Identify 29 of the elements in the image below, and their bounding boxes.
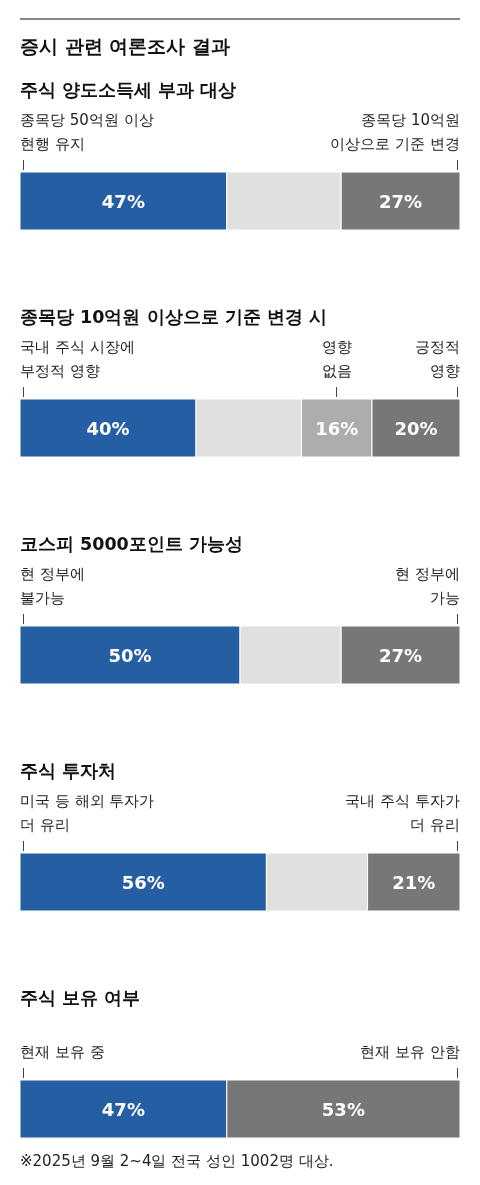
data-label: 16% xyxy=(315,417,359,439)
series-label: 현재 보유 중 xyxy=(20,1042,105,1063)
data-label: 20% xyxy=(394,417,438,439)
data-label: 27% xyxy=(379,190,423,212)
chart-title: 증시 관련 여론조사 결과 xyxy=(20,18,460,60)
chart-title: 주식 보유 여부 xyxy=(20,987,142,1010)
series-label: 미국 등 해외 투자가 더 유리 xyxy=(20,791,155,836)
series-label: 영향 없음 xyxy=(321,337,352,382)
chart-title: 주식 투자처 xyxy=(20,760,118,783)
data-label: 47% xyxy=(101,190,145,212)
series-label: 현재 보유 안함 xyxy=(360,1042,460,1063)
data-label: 56% xyxy=(121,871,165,893)
series-label: 종목당 50억원 이상 현행 유지 xyxy=(20,110,154,155)
chart-title: 코스피 5000포인트 가능성 xyxy=(20,533,244,556)
data-label: 21% xyxy=(392,871,436,893)
series-label: 긍정적 영향 xyxy=(415,337,460,382)
data-label: 50% xyxy=(108,644,152,666)
series-label: 종목당 10억원 이상으로 기준 변경 xyxy=(330,110,460,155)
data-label: 40% xyxy=(86,417,130,439)
series-label: 현 정부에 가능 xyxy=(395,564,460,609)
text: ※2025년 9월 2~4일 전국 성인 1002명 대상. xyxy=(20,1152,335,1171)
data-label: 53% xyxy=(321,1098,365,1120)
chart-subtitle: 주식 양도소득세 부과 대상 xyxy=(20,79,238,102)
chart-title: 종목당 10억원 이상으로 기준 변경 시 xyxy=(20,306,328,329)
data-label: 47% xyxy=(101,1098,145,1120)
series-label: 국내 주식 시장에 부정적 영향 xyxy=(20,337,135,382)
series-label: 현 정부에 불가능 xyxy=(20,564,85,609)
series-label: 국내 주식 투자가 더 유리 xyxy=(345,791,460,836)
data-label: 27% xyxy=(379,644,423,666)
